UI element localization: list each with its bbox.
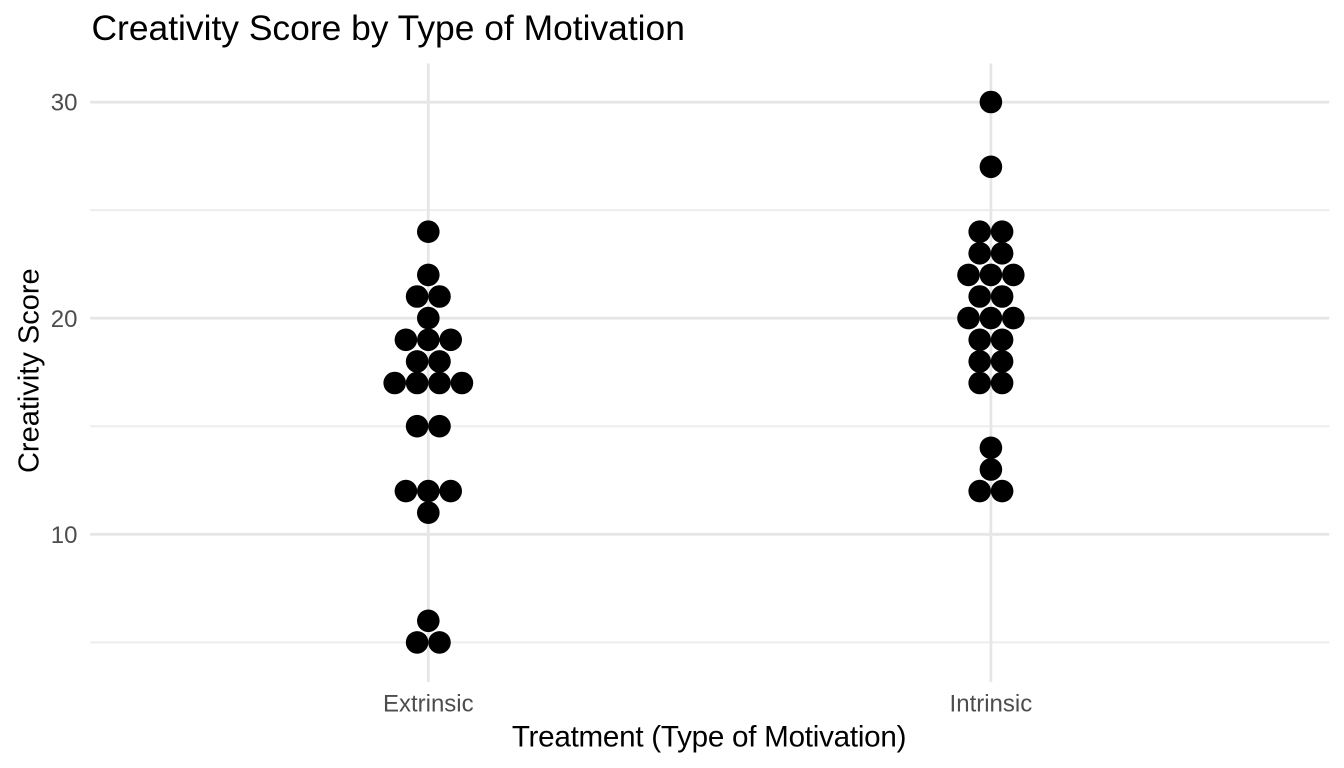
svg-text:Extrinsic: Extrinsic [383,690,474,717]
svg-text:Treatment (Type of Motivation): Treatment (Type of Motivation) [512,721,906,754]
svg-text:Intrinsic: Intrinsic [950,690,1033,717]
svg-text:10: 10 [51,522,78,549]
svg-text:Creativity Score: Creativity Score [14,268,46,473]
svg-text:Creativity Score by Type of Mo: Creativity Score by Type of Motivation [92,8,685,48]
svg-text:20: 20 [51,306,78,333]
svg-text:30: 30 [51,90,78,117]
